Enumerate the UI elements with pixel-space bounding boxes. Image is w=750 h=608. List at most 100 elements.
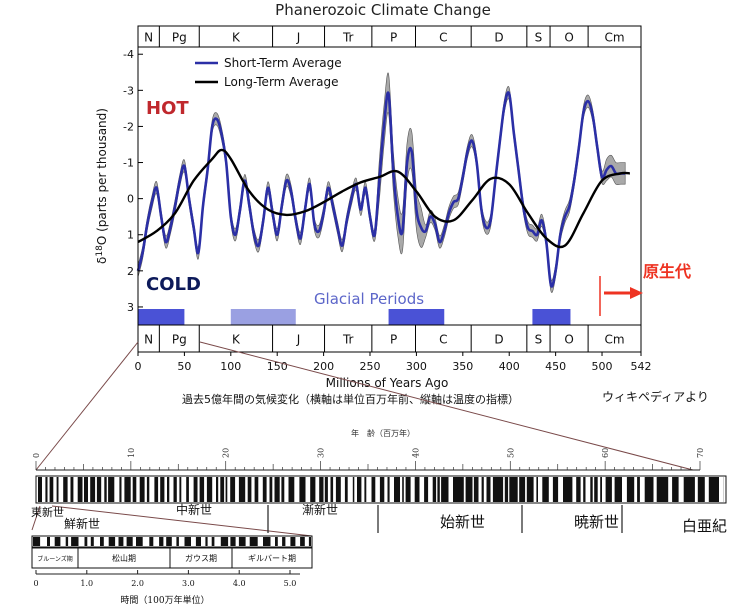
x-tick-label: 500	[592, 360, 613, 373]
polarity-stripes	[38, 477, 724, 502]
polarity-stripe	[357, 477, 362, 502]
inset-polarity-stripe	[65, 537, 69, 546]
polarity-stripe	[590, 477, 593, 502]
x-tick-label: 200	[313, 360, 334, 373]
inset-polarity-stripe	[290, 537, 296, 546]
timescale-tick-labels: 0 10 20 30 40 50 60 70	[32, 448, 705, 458]
inset-polarity-stripe	[205, 537, 208, 546]
inset-polarity-stripe	[230, 537, 236, 546]
epoch-label: 中新世	[176, 502, 212, 517]
polarity-stripe	[542, 477, 549, 502]
timescale-tick-label: 30	[317, 448, 326, 458]
x-tick-label: 450	[545, 360, 566, 373]
polarity-stripe	[254, 477, 259, 502]
polarity-stripe	[206, 477, 213, 502]
polarity-stripe	[387, 477, 390, 502]
polarity-stripe	[697, 477, 705, 502]
inset-tick-label: 4.0	[233, 579, 246, 588]
polarity-stripe	[371, 477, 376, 502]
polarity-stripe	[405, 477, 411, 502]
timescale-title: 年 齢（百万年）	[351, 428, 415, 438]
paleozoic-label: 原生代	[643, 262, 691, 281]
inset-polarity-stripe	[275, 537, 278, 546]
legend-long-label: Long-Term Average	[224, 75, 338, 89]
polarity-stripe	[437, 477, 440, 502]
inset-polarity-stripe	[90, 537, 94, 546]
polarity-stripe	[509, 477, 518, 502]
inset-stripe-frame	[31, 535, 313, 548]
polarity-stripe	[600, 477, 602, 502]
polarity-stripe	[364, 477, 367, 502]
y-tick-label: 0	[127, 193, 134, 206]
connector-right	[199, 341, 694, 471]
polarity-stripe	[324, 477, 328, 502]
timescale-tick-label: 50	[506, 448, 515, 458]
top-period-label-d: D	[494, 31, 503, 45]
inset-polarity-stripe	[220, 537, 229, 546]
polarity-stripe	[45, 477, 48, 502]
top-period-label-k: K	[232, 31, 241, 45]
inset-period-label: ブルーンズ期	[37, 555, 73, 563]
polarity-stripe	[49, 477, 54, 502]
y-tick-label: 2	[127, 265, 134, 278]
polarity-stripe	[637, 477, 640, 502]
polarity-stripe	[432, 477, 437, 502]
polarity-stripe	[626, 477, 635, 502]
polarity-stripe	[594, 477, 598, 502]
polarity-stripe	[96, 477, 102, 502]
polarity-stripe	[708, 477, 719, 502]
bottom-period-label-k: K	[232, 333, 241, 347]
polarity-stripe	[274, 477, 280, 502]
polarity-stripe	[193, 477, 198, 502]
x-tick-label: 300	[406, 360, 427, 373]
polarity-stripe	[299, 477, 306, 502]
inset-polarity-stripe	[263, 537, 271, 546]
glacial-period-bar-2	[230, 309, 296, 325]
inset-polarity-stripe	[47, 537, 50, 546]
inset-period-label: ギルバート期	[248, 554, 296, 563]
x-tick-label: 100	[220, 360, 241, 373]
polarity-stripe	[173, 477, 177, 502]
bottom-period-label-s: S	[535, 333, 543, 347]
polarity-stripe	[281, 477, 285, 502]
polarity-stripe	[414, 477, 420, 502]
epoch-label: 始新世	[440, 513, 485, 531]
paleozoic-arrow-head	[630, 287, 643, 299]
polarity-stripe	[84, 477, 88, 502]
polarity-stripe	[124, 477, 131, 502]
epoch-label: 鮮新世	[64, 516, 100, 531]
x-tick-label: 50	[177, 360, 191, 373]
inset-tick-label: 3.0	[182, 579, 195, 588]
long-term-average-line	[137, 148, 630, 249]
top-period-label-n: N	[144, 31, 153, 45]
polarity-stripe	[394, 477, 400, 502]
timescale-ticks	[35, 461, 701, 470]
bottom-period-label-d: D	[494, 333, 503, 347]
inset-polarity-stripes	[33, 537, 311, 546]
inset-polarity-stripe	[100, 537, 104, 546]
polarity-stripe	[186, 477, 189, 502]
bottom-period-label-o: O	[564, 333, 573, 347]
polarity-stripe	[247, 477, 252, 502]
inset-polarity-stripe	[136, 537, 143, 546]
y-tick-label: -3	[123, 84, 134, 97]
glacial-period-bar-4	[532, 309, 571, 325]
timescale-tick-label: 20	[222, 448, 231, 458]
inset-polarity-stripe	[166, 537, 172, 546]
polarity-stripe	[63, 477, 68, 502]
inset-polarity-stripe	[184, 537, 191, 546]
top-period-label-s: S	[535, 31, 543, 45]
polarity-stripe	[288, 477, 295, 502]
inset-polarity-stripe	[126, 537, 133, 546]
polarity-stripe	[424, 477, 429, 502]
timescale-tick-label: 40	[411, 448, 420, 458]
polarity-stripe	[199, 477, 205, 502]
glacial-period-bar-1	[138, 309, 185, 325]
inset-polarity-stripe	[84, 537, 88, 546]
inset-period-frame	[31, 547, 313, 569]
timescale-tick-label: 70	[696, 448, 705, 458]
inset-polarity-stripe	[176, 537, 179, 546]
